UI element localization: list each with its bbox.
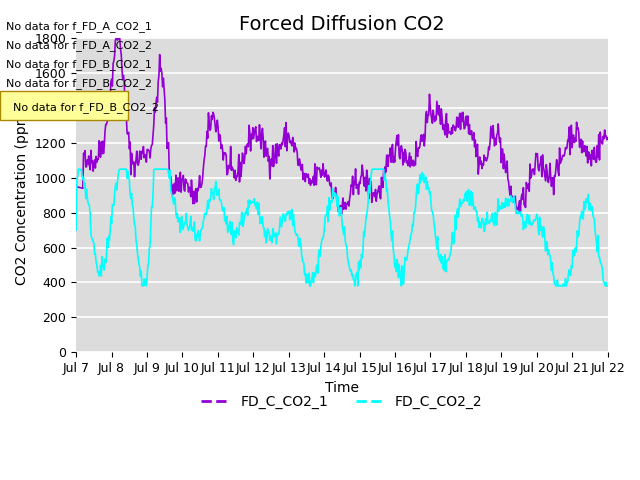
FD_C_CO2_2: [192, 238, 200, 244]
FD_C_CO2_2: [220, 204, 228, 210]
Text: No data for f_FD_B_CO2_1: No data for f_FD_B_CO2_1: [6, 59, 152, 70]
Title: Forced Diffusion CO2: Forced Diffusion CO2: [239, 15, 445, 34]
Text: No data for f_FD_B_CO2_2: No data for f_FD_B_CO2_2: [6, 78, 152, 89]
FD_C_CO2_2: [74, 166, 82, 172]
FD_C_CO2_2: [83, 186, 90, 192]
Text: No data for f_FD_A_CO2_2: No data for f_FD_A_CO2_2: [6, 40, 152, 51]
FD_C_CO2_1: [191, 189, 199, 194]
FD_C_CO2_1: [220, 157, 227, 163]
FD_C_CO2_1: [112, 36, 120, 41]
Legend: FD_C_CO2_1, FD_C_CO2_2: FD_C_CO2_1, FD_C_CO2_2: [196, 389, 488, 414]
FD_C_CO2_2: [408, 229, 415, 235]
FD_C_CO2_1: [408, 161, 415, 167]
FD_C_CO2_2: [140, 283, 147, 289]
Line: FD_C_CO2_1: FD_C_CO2_1: [76, 38, 607, 214]
FD_C_CO2_2: [424, 179, 431, 184]
FD_C_CO2_1: [338, 211, 346, 217]
FD_C_CO2_1: [138, 156, 145, 162]
Text: No data for f_FD_B_CO2_2: No data for f_FD_B_CO2_2: [13, 102, 159, 113]
Text: No data for f_FD_A_CO2_1: No data for f_FD_A_CO2_1: [6, 21, 152, 32]
FD_C_CO2_1: [82, 164, 90, 170]
FD_C_CO2_2: [604, 283, 611, 289]
FD_C_CO2_1: [604, 135, 611, 141]
FD_C_CO2_1: [72, 184, 80, 190]
FD_C_CO2_1: [424, 120, 431, 125]
FD_C_CO2_2: [138, 268, 145, 274]
FD_C_CO2_2: [72, 228, 80, 233]
Y-axis label: CO2 Concentration (ppm): CO2 Concentration (ppm): [15, 106, 29, 285]
X-axis label: Time: Time: [325, 381, 359, 395]
Line: FD_C_CO2_2: FD_C_CO2_2: [76, 169, 607, 286]
